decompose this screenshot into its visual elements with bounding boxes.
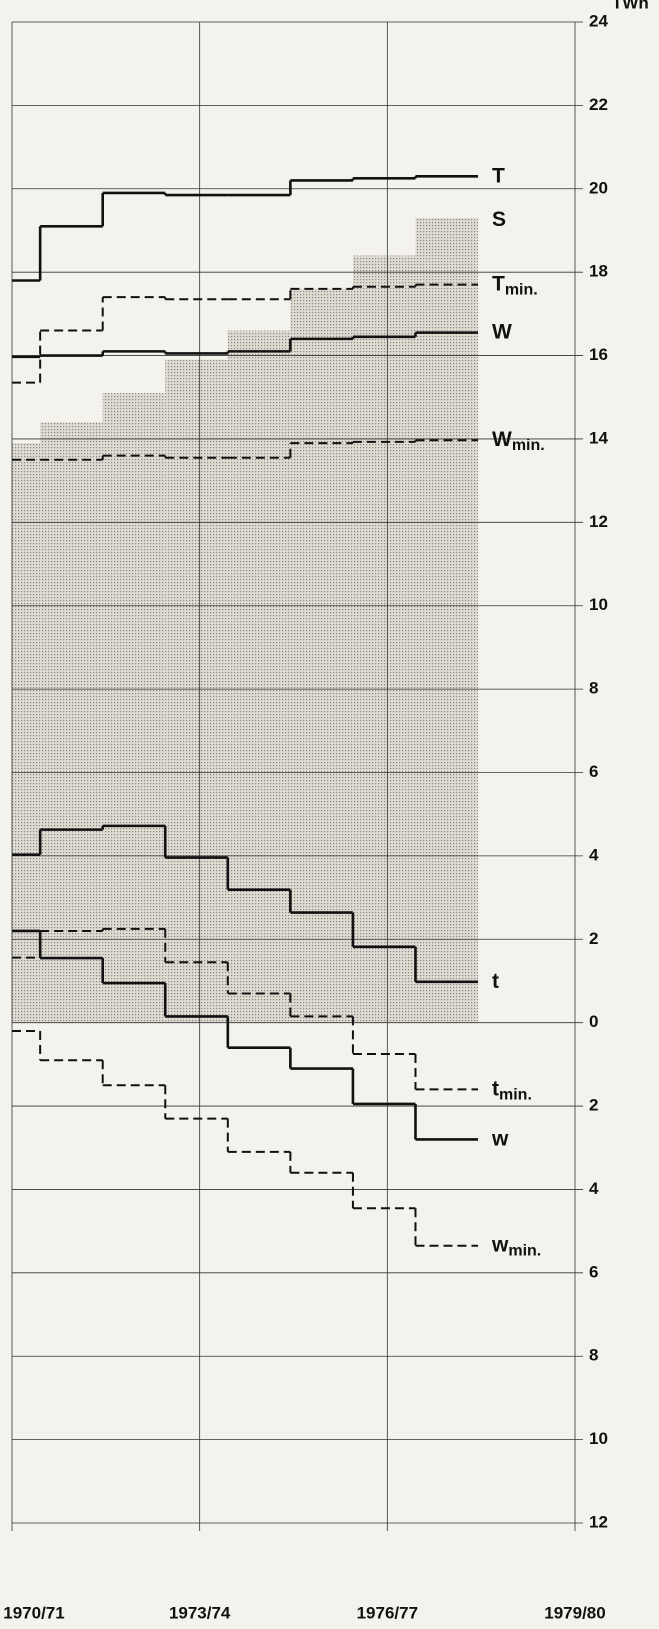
x-tick-label: 1979/80 — [544, 1603, 605, 1622]
series-name: T — [492, 164, 505, 187]
series-name: t — [492, 1077, 499, 1100]
series-name: W — [492, 428, 512, 451]
y-tick-label: 10 — [589, 595, 608, 614]
series-subscript: min. — [499, 1087, 532, 1104]
series-name: w — [491, 1127, 509, 1150]
series-name: S — [492, 208, 506, 231]
series-subscript: min. — [505, 282, 538, 299]
y-tick-label: 16 — [589, 345, 608, 364]
series-name: W — [492, 320, 512, 343]
series-name: w — [491, 1233, 509, 1256]
series-label: t — [492, 969, 499, 992]
area-step — [102, 393, 166, 1023]
x-tick-label: 1973/74 — [169, 1603, 231, 1622]
x-tick-label: 1970/71 — [3, 1603, 64, 1622]
series-subscript: min. — [508, 1243, 541, 1260]
y-tick-label: 4 — [589, 1179, 599, 1198]
y-tick-label: 12 — [589, 512, 608, 531]
series-label: wmin. — [491, 1233, 541, 1260]
y-tick-label: 12 — [589, 1512, 608, 1531]
y-tick-label: 20 — [589, 178, 608, 197]
area-step — [227, 330, 291, 1023]
x-tick-label: 1976/77 — [357, 1603, 418, 1622]
y-tick-label: 8 — [589, 679, 598, 698]
y-tick-label: 4 — [589, 845, 599, 864]
area-step — [415, 217, 479, 1023]
area-step — [40, 422, 103, 1023]
y-tick-label: 10 — [589, 1429, 608, 1448]
area-step — [290, 288, 353, 1023]
y-tick-label: 6 — [589, 1262, 598, 1281]
area-step — [352, 255, 416, 1023]
y-tick-label: 8 — [589, 1346, 598, 1365]
area-step — [12, 443, 41, 1023]
y-tick-label: 24 — [589, 11, 608, 30]
series-name: T — [492, 272, 505, 295]
series-label: w — [491, 1127, 509, 1150]
series-name: t — [492, 969, 499, 992]
series-label: S — [492, 208, 506, 231]
y-tick-label: 2 — [589, 929, 598, 948]
series-label: tmin. — [492, 1077, 532, 1104]
series-label: T — [492, 164, 505, 187]
series-label: Wmin. — [492, 428, 545, 455]
y-tick-label: 6 — [589, 762, 598, 781]
y-tick-label: 0 — [589, 1012, 598, 1031]
y-tick-label: 22 — [589, 95, 608, 114]
y-tick-label: 2 — [589, 1096, 598, 1115]
series-label: W — [492, 320, 512, 343]
series-label: Tmin. — [492, 272, 538, 299]
y-unit: TWh — [612, 0, 649, 12]
series-subscript: min. — [512, 437, 545, 454]
y-tick-label: 18 — [589, 262, 608, 281]
area-step — [165, 359, 228, 1023]
y-tick-label: 14 — [589, 428, 608, 447]
